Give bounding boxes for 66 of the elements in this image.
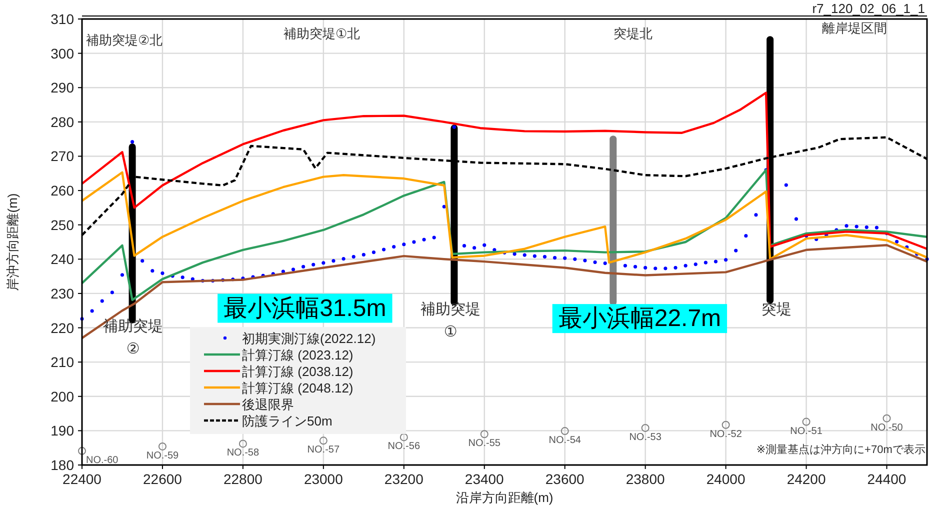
point bbox=[78, 446, 86, 455]
y-tick-label: 230 bbox=[50, 285, 74, 302]
annotation: 補助突堤 ① bbox=[420, 301, 481, 341]
point bbox=[400, 433, 408, 442]
y-tick-label: 300 bbox=[50, 45, 74, 62]
legend-label: 計算汀線 (2048.12) bbox=[242, 380, 354, 396]
annotation: 突堤北 bbox=[613, 26, 652, 41]
chart-title: r7_120_02_06_1_1 bbox=[812, 1, 925, 16]
annotation: NO.-55 bbox=[468, 438, 500, 450]
x-tick-label: 22600 bbox=[143, 471, 182, 487]
y-tick-label: 180 bbox=[50, 457, 74, 473]
x-tick-label: 24000 bbox=[706, 471, 746, 487]
point bbox=[882, 414, 891, 422]
y-tick-label: 270 bbox=[50, 148, 74, 164]
y-tick-label: 260 bbox=[50, 182, 74, 199]
x-tick-label: 23800 bbox=[626, 471, 666, 487]
point bbox=[641, 424, 650, 432]
x-tick-label: 23200 bbox=[384, 471, 424, 487]
annotation: 突堤 bbox=[762, 301, 792, 318]
annotation: NO.-54 bbox=[548, 435, 581, 446]
x-axis-title: 沿岸方向距離(m) bbox=[456, 490, 554, 505]
annotation: 補助突堤 ② bbox=[103, 318, 164, 358]
legend-label: 計算汀線 (2038.12) bbox=[242, 364, 354, 379]
x-tick-label: 22400 bbox=[62, 471, 102, 487]
y-tick-label: 290 bbox=[50, 80, 74, 96]
annotation: NO.-60 bbox=[86, 454, 118, 466]
point bbox=[560, 427, 569, 436]
y-tick-label: 280 bbox=[50, 114, 74, 130]
x-tick-label: 23000 bbox=[304, 471, 344, 487]
annotation: 最小浜幅31.5m bbox=[218, 294, 392, 323]
y-tick-label: 200 bbox=[50, 388, 74, 404]
annotation: NO.-50 bbox=[870, 422, 903, 434]
annotation: NO.-57 bbox=[307, 444, 340, 456]
y-tick-label: 240 bbox=[50, 251, 74, 268]
annotation: NO.-51 bbox=[790, 426, 822, 437]
annotation: NO.-56 bbox=[388, 441, 420, 452]
annotation: NO.-53 bbox=[629, 432, 662, 443]
legend-label: 防護ライン50m bbox=[242, 414, 332, 428]
y-tick-label: 190 bbox=[50, 422, 74, 439]
annotation: ※測量基点は沖方向に+70mで表示 bbox=[756, 444, 926, 456]
y-tick-label: 210 bbox=[50, 354, 74, 370]
y-tick-label: 250 bbox=[50, 216, 74, 233]
legend-label: 計算汀線 (2023.12) bbox=[242, 348, 354, 362]
point bbox=[238, 440, 247, 448]
x-tick-label: 24400 bbox=[867, 471, 906, 487]
point bbox=[722, 420, 730, 429]
x-tick-label: 24200 bbox=[786, 471, 826, 487]
annotation: 最小浜幅22.7m bbox=[552, 304, 728, 334]
point bbox=[480, 430, 488, 438]
y-axis-title: 岸沖方向距離(m) bbox=[5, 193, 20, 291]
x-tick-label: 23600 bbox=[545, 471, 585, 487]
annotation: 補助突堤①北 bbox=[284, 26, 360, 41]
y-tick-label: 310 bbox=[50, 11, 74, 27]
annotation: 補助突堤②北 bbox=[86, 32, 163, 48]
point bbox=[802, 418, 810, 426]
annotation: 離岸堤区間 bbox=[822, 20, 888, 36]
legend-label: 後退限界 bbox=[242, 397, 294, 412]
x-tick-label: 22800 bbox=[223, 471, 263, 487]
y-tick-label: 220 bbox=[50, 320, 74, 336]
legend-label: 初期実測汀線(2022.12) bbox=[242, 331, 376, 346]
point bbox=[158, 442, 166, 450]
point bbox=[319, 436, 328, 445]
annotation: NO.-52 bbox=[710, 428, 742, 440]
x-tick-label: 23400 bbox=[464, 471, 504, 487]
annotation: NO.-59 bbox=[146, 450, 179, 462]
annotation: NO.-58 bbox=[226, 448, 260, 459]
